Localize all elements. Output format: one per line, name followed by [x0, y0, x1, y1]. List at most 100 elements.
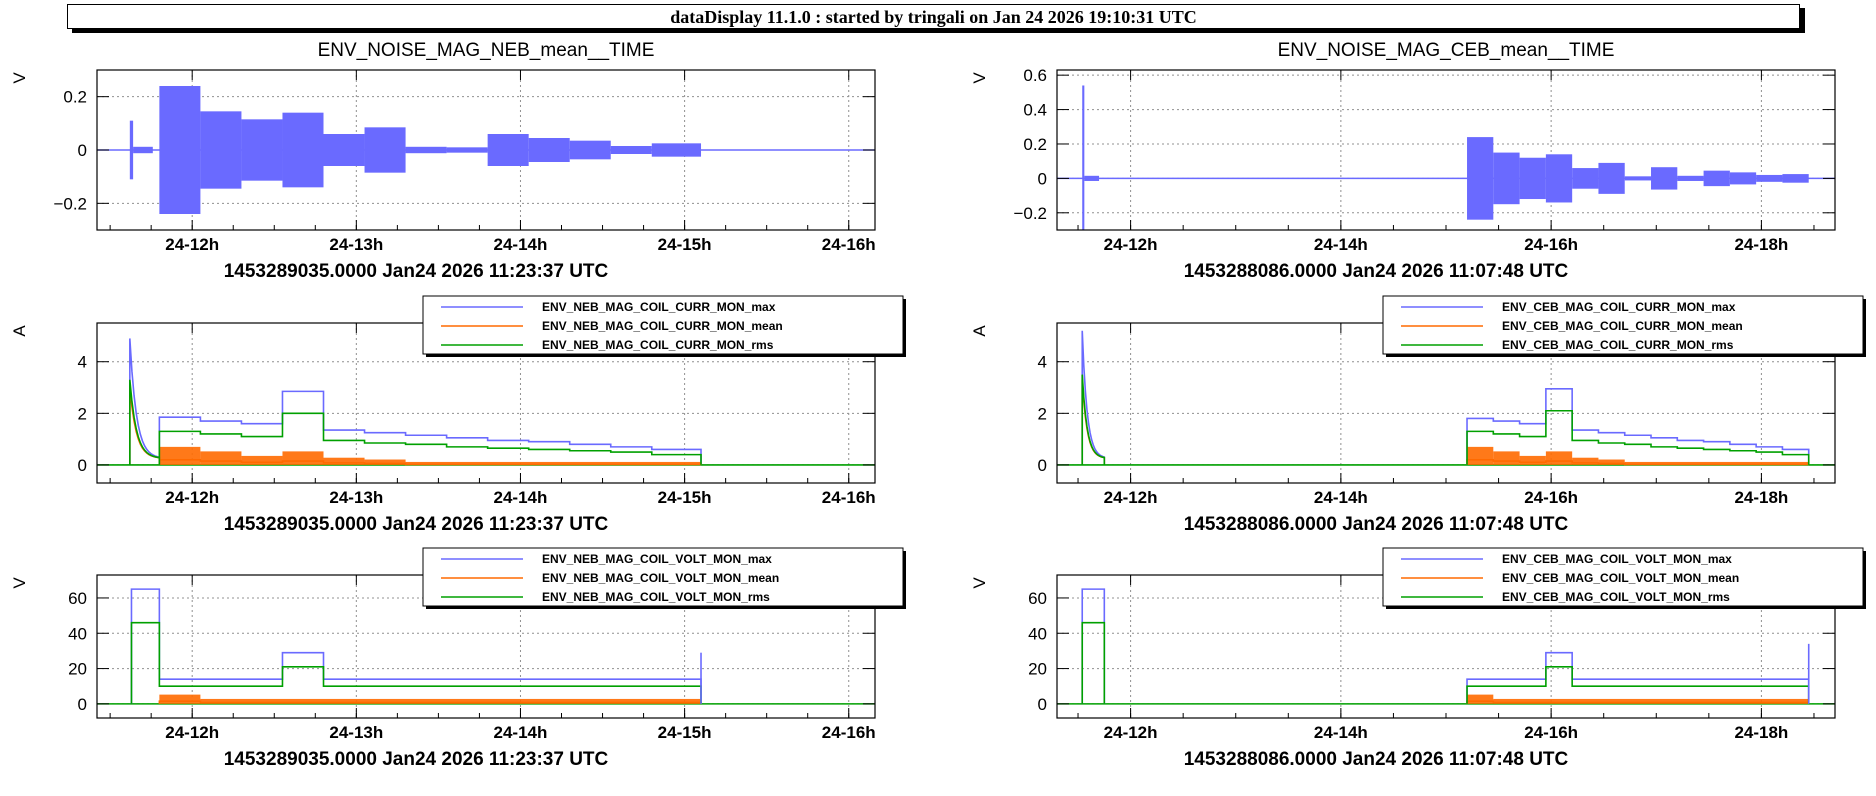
- x-axis-label: 1453289035.0000 Jan24 2026 11:23:37 UTC: [224, 261, 609, 282]
- noise-block: [1467, 137, 1494, 220]
- x-tick-label: 24-18h: [1734, 235, 1788, 254]
- noise-block: [405, 146, 447, 154]
- y-tick-label: 4: [78, 353, 87, 372]
- x-tick-label: 24-13h: [329, 723, 383, 742]
- x-tick-label: 24-12h: [1104, 488, 1158, 507]
- y-axis-label: V: [10, 72, 29, 84]
- x-axis-label: 1453289035.0000 Jan24 2026 11:23:37 UTC: [224, 514, 609, 535]
- noise-block: [1493, 152, 1520, 205]
- x-tick-label: 24-14h: [494, 235, 548, 254]
- x-tick-label: 24-16h: [1524, 235, 1578, 254]
- series-rms: [130, 621, 702, 704]
- mean-band: [364, 459, 406, 465]
- chart-title: ENV_NOISE_MAG_CEB_mean__TIME: [1278, 40, 1615, 61]
- plot-frame: [1056, 69, 1836, 231]
- plot-area: [1057, 85, 1835, 230]
- y-tick-label: 0: [1038, 169, 1047, 188]
- noise-block: [1756, 174, 1783, 182]
- noise-block: [323, 134, 365, 166]
- legend-label: ENV_NEB_MAG_COIL_CURR_MON_max: [542, 300, 776, 314]
- x-tick-label: 24-18h: [1734, 488, 1788, 507]
- legend-label: ENV_NEB_MAG_COIL_CURR_MON_rms: [542, 338, 774, 352]
- y-tick-label: 2: [78, 404, 87, 423]
- noise-block: [129, 120, 134, 180]
- plot-area: [97, 86, 875, 214]
- spike-max: [129, 338, 161, 465]
- y-tick-label: 20: [1028, 660, 1047, 679]
- y-tick-label: 0: [78, 695, 87, 714]
- legend-label: ENV_NEB_MAG_COIL_VOLT_MON_mean: [542, 571, 779, 585]
- y-tick-label: 0.6: [1023, 66, 1047, 85]
- noise-block: [1782, 174, 1809, 183]
- mean-band: [1519, 455, 1546, 465]
- chart-volt-neb: 24-12h 24-13h 24-14h 24-15h 24-16h 0 20 40 60 V 14…: [10, 547, 906, 770]
- noise-block: [610, 146, 652, 154]
- noise-block: [1624, 176, 1652, 181]
- x-axis-label: 1453288086.0000 Jan24 2026 11:07:48 UTC: [1184, 514, 1569, 535]
- x-tick-label: 24-16h: [822, 488, 876, 507]
- legend-label: ENV_NEB_MAG_COIL_VOLT_MON_max: [542, 552, 772, 566]
- noise-block: [1729, 172, 1757, 185]
- noise-block: [133, 146, 153, 154]
- x-tick-label: 24-16h: [822, 723, 876, 742]
- series-max: [1466, 388, 1810, 465]
- chart-noise-ceb: ENV_NOISE_MAG_CEB_mean__TIME 24-12h 24-14h…: [970, 40, 1836, 282]
- noise-block: [1519, 157, 1546, 200]
- x-tick-label: 24-14h: [494, 488, 548, 507]
- mean-band: [1598, 459, 1625, 465]
- legend-label: ENV_CEB_MAG_COIL_CURR_MON_max: [1502, 300, 1736, 314]
- x-tick-label: 24-15h: [658, 723, 712, 742]
- noise-block: [1598, 162, 1625, 194]
- mean-band: [1467, 446, 1494, 465]
- noise-block: [364, 127, 406, 173]
- noise-block: [528, 138, 570, 162]
- y-tick-label: 2: [1038, 404, 1047, 423]
- mean-band: [200, 451, 242, 465]
- y-tick-label: 0: [78, 456, 87, 475]
- legend-label: ENV_CEB_MAG_COIL_VOLT_MON_max: [1502, 552, 1732, 566]
- x-tick-label: 24-18h: [1734, 723, 1788, 742]
- x-axis-label: 1453289035.0000 Jan24 2026 11:23:37 UTC: [224, 749, 609, 770]
- x-tick-label: 24-12h: [1104, 723, 1158, 742]
- x-tick-label: 24-15h: [658, 235, 712, 254]
- x-tick-label: 24-15h: [658, 488, 712, 507]
- spike-max: [1081, 330, 1106, 465]
- x-tick-label: 24-12h: [165, 488, 219, 507]
- noise-block: [1677, 175, 1704, 181]
- chart-noise-neb: ENV_NOISE_MAG_NEB_mean__TIME 24-12h 24-13h…: [10, 40, 876, 282]
- legend-label: ENV_CEB_MAG_COIL_CURR_MON_mean: [1502, 319, 1743, 333]
- legend-label: ENV_NEB_MAG_COIL_VOLT_MON_rms: [542, 590, 770, 604]
- legend-label: ENV_CEB_MAG_COIL_CURR_MON_rms: [1502, 338, 1734, 352]
- plot-area: [97, 338, 875, 466]
- mean-band: [282, 451, 324, 465]
- x-tick-label: 24-12h: [165, 723, 219, 742]
- noise-block: [651, 143, 702, 157]
- y-tick-label: 60: [68, 589, 87, 608]
- noise-block: [200, 111, 242, 189]
- legend-label: ENV_CEB_MAG_COIL_VOLT_MON_mean: [1502, 571, 1739, 585]
- y-tick-label: −0.2: [53, 194, 87, 213]
- spike-rms: [129, 379, 161, 465]
- mean-band: [1467, 694, 1494, 704]
- noise-block: [159, 86, 201, 214]
- y-tick-label: 0: [1038, 456, 1047, 475]
- y-axis-label: V: [970, 72, 989, 84]
- banner-text: dataDisplay 11.1.0 : started by tringali…: [670, 7, 1197, 27]
- legend-label: ENV_CEB_MAG_COIL_VOLT_MON_rms: [1502, 590, 1730, 604]
- x-tick-label: 24-16h: [1524, 723, 1578, 742]
- x-tick-label: 24-14h: [494, 723, 548, 742]
- y-tick-label: −0.2: [1013, 204, 1047, 223]
- mean-band: [159, 694, 201, 704]
- plot-area: [1057, 588, 1835, 705]
- noise-block: [1545, 154, 1573, 203]
- x-axis-label: 1453288086.0000 Jan24 2026 11:07:48 UTC: [1184, 749, 1569, 770]
- y-axis-label: A: [970, 325, 989, 337]
- noise-block: [1651, 167, 1678, 190]
- noise-block: [1703, 170, 1730, 187]
- series-rms: [1081, 621, 1810, 704]
- mean-band: [1493, 698, 1809, 704]
- title-banner: dataDisplay 11.1.0 : started by tringali…: [67, 4, 1800, 29]
- noise-block: [1082, 85, 1085, 230]
- x-tick-label: 24-14h: [1314, 723, 1368, 742]
